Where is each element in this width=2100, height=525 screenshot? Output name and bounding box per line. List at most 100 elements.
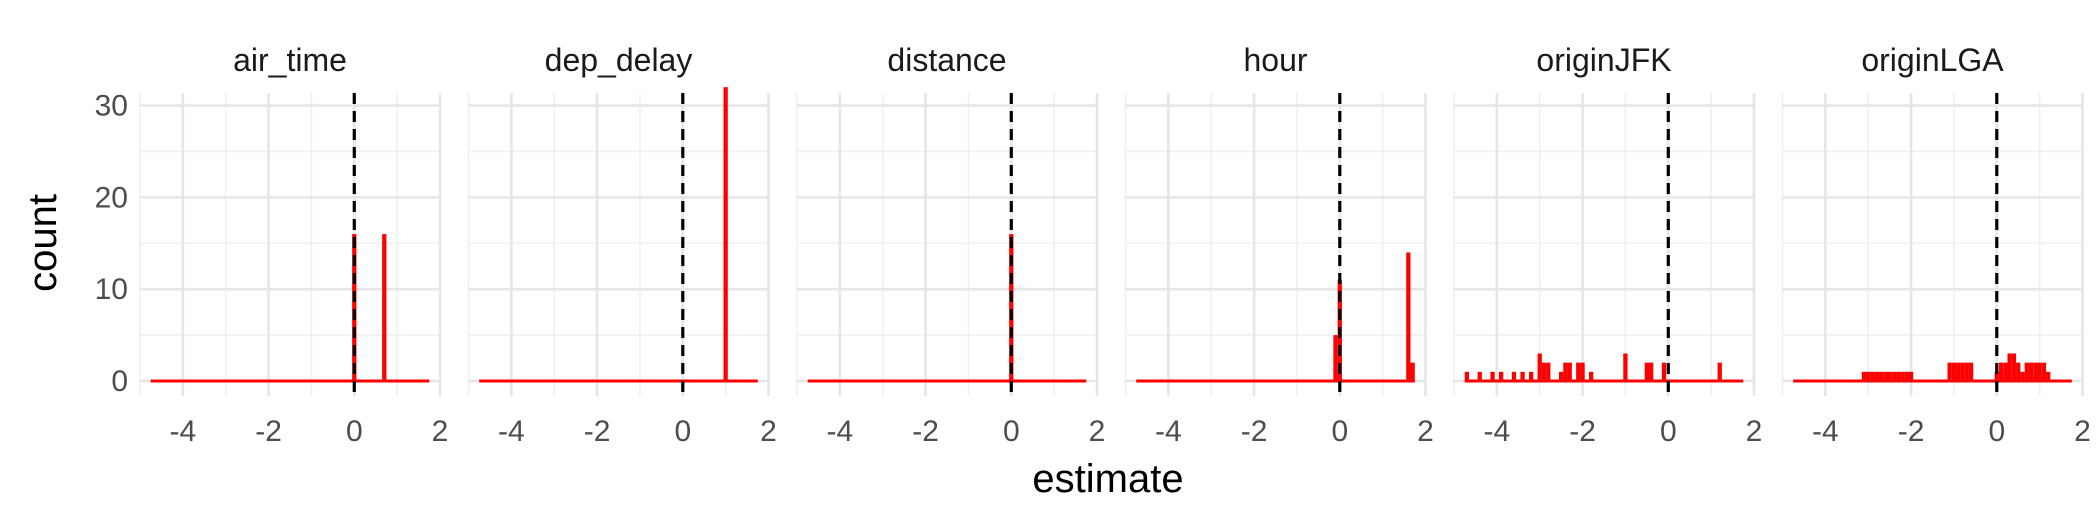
histogram-bar: [1908, 371, 1914, 381]
histogram-bar: [2041, 362, 2047, 381]
histogram-bar: [1960, 362, 1965, 381]
histogram-bar: [1964, 362, 1969, 381]
y-tick-label: 0: [111, 365, 128, 398]
x-tick-label: -2: [255, 415, 282, 448]
facet-panels: air_time -4 -2 0 2 dep_delay -4 -2 0 2 distance -4 -…: [139, 42, 2091, 448]
x-tick-label: 0: [1003, 415, 1020, 448]
x-tick-label: 2: [1746, 415, 1763, 448]
facet-strip-label: dep_delay: [545, 42, 693, 78]
histogram-bar: [723, 87, 728, 381]
y-tick-label: 20: [95, 181, 128, 214]
y-axis: 0 10 20 30: [95, 90, 128, 398]
y-axis-title: count: [21, 194, 65, 292]
histogram-baseline: [1793, 379, 2072, 383]
histogram-bar: [1994, 371, 1999, 381]
facet-strip-label: hour: [1243, 42, 1307, 78]
x-tick-label: 0: [674, 415, 691, 448]
histogram-bar: [1644, 362, 1649, 381]
histogram-bar: [2024, 362, 2029, 381]
histogram-bar: [2007, 353, 2012, 381]
histogram-bar: [382, 234, 387, 381]
facet-strip-label: originLGA: [1861, 42, 2004, 78]
x-tick-label: -4: [827, 415, 854, 448]
histogram-bar: [1529, 371, 1534, 381]
x-tick-label: -4: [1155, 415, 1182, 448]
histogram-baseline: [150, 379, 430, 383]
histogram-bar: [1520, 371, 1525, 381]
histogram-bar: [1623, 353, 1628, 381]
histogram-bar: [1464, 371, 1469, 381]
x-tick-label: -4: [1484, 415, 1511, 448]
histogram-bar: [2037, 362, 2042, 381]
x-tick-label: -2: [912, 415, 939, 448]
histogram-bar: [2020, 371, 2025, 381]
x-tick-label: -4: [170, 415, 197, 448]
histogram-bar: [352, 234, 357, 381]
histogram-bar: [2016, 362, 2021, 381]
x-tick-label: -2: [1569, 415, 1596, 448]
histogram-bar: [1861, 371, 1867, 381]
histogram-bar: [2046, 371, 2051, 381]
histogram-bar: [1576, 362, 1581, 381]
histogram-bar: [1883, 371, 1888, 381]
histogram-bar: [2011, 353, 2017, 381]
histogram-bar: [1891, 371, 1897, 381]
histogram-bar: [2033, 362, 2038, 381]
histogram-bar: [1511, 371, 1517, 381]
x-tick-label: -2: [584, 415, 611, 448]
histogram-bar: [1333, 335, 1338, 381]
histogram-bar: [1717, 362, 1722, 381]
x-tick-label: 0: [346, 415, 363, 448]
x-tick-label: 0: [1988, 415, 2005, 448]
histogram-bar: [2028, 362, 2034, 381]
facet-strip-label: air_time: [233, 42, 347, 78]
x-tick-label: 2: [2074, 415, 2091, 448]
x-tick-label: 2: [1417, 415, 1434, 448]
x-tick-label: -2: [1898, 415, 1925, 448]
histogram-bar: [1541, 362, 1547, 381]
histogram-bar: [1499, 371, 1504, 381]
histogram-bar: [1559, 371, 1564, 381]
histogram-bar: [1537, 353, 1542, 381]
histogram-bar: [1406, 252, 1411, 381]
x-tick-label: 0: [1331, 415, 1348, 448]
histogram-baseline: [479, 379, 758, 383]
histogram-bar: [1490, 371, 1495, 381]
histogram-bar: [1951, 362, 1957, 381]
x-tick-label: 0: [1660, 415, 1677, 448]
x-tick-label: 2: [432, 415, 449, 448]
x-axis-title: estimate: [1032, 457, 1183, 501]
facet-panel-hour: hour -4 -2 0 2: [1124, 42, 1434, 448]
x-tick-label: -2: [1241, 415, 1268, 448]
histogram-bar: [1900, 371, 1905, 381]
histogram-bar: [1874, 371, 1879, 381]
histogram-baseline: [1136, 379, 1415, 383]
histogram-bar: [1580, 362, 1585, 381]
histogram-bar: [1009, 234, 1014, 381]
histogram-baseline: [807, 379, 1087, 383]
histogram-bar: [1410, 362, 1415, 381]
y-tick-label: 30: [95, 90, 128, 123]
histogram-bar: [1887, 371, 1892, 381]
x-tick-label: -4: [498, 415, 525, 448]
x-tick-label: -4: [1812, 415, 1839, 448]
histogram-bar: [2003, 362, 2008, 381]
histogram-bar: [1567, 362, 1572, 381]
histogram-bar: [1947, 362, 1952, 381]
histogram-bar: [1589, 371, 1594, 381]
x-tick-label: 2: [1089, 415, 1106, 448]
histogram-bar: [1896, 371, 1901, 381]
x-tick-label: 2: [760, 415, 777, 448]
histogram-bar: [1563, 362, 1568, 381]
facet-strip-label: distance: [887, 42, 1006, 78]
histogram-bar: [1878, 371, 1884, 381]
histogram-bar: [1904, 371, 1909, 381]
histogram-bar: [1866, 371, 1871, 381]
y-tick-label: 10: [95, 273, 128, 306]
facet-strip-label: originJFK: [1536, 42, 1671, 78]
histogram-bar: [1968, 362, 1974, 381]
histogram-bar: [1998, 362, 2004, 381]
facet-panel-originJFK: originJFK -4 -2 0 2: [1453, 42, 1763, 448]
facet-panel-distance: distance -4 -2 0 2: [796, 42, 1106, 448]
